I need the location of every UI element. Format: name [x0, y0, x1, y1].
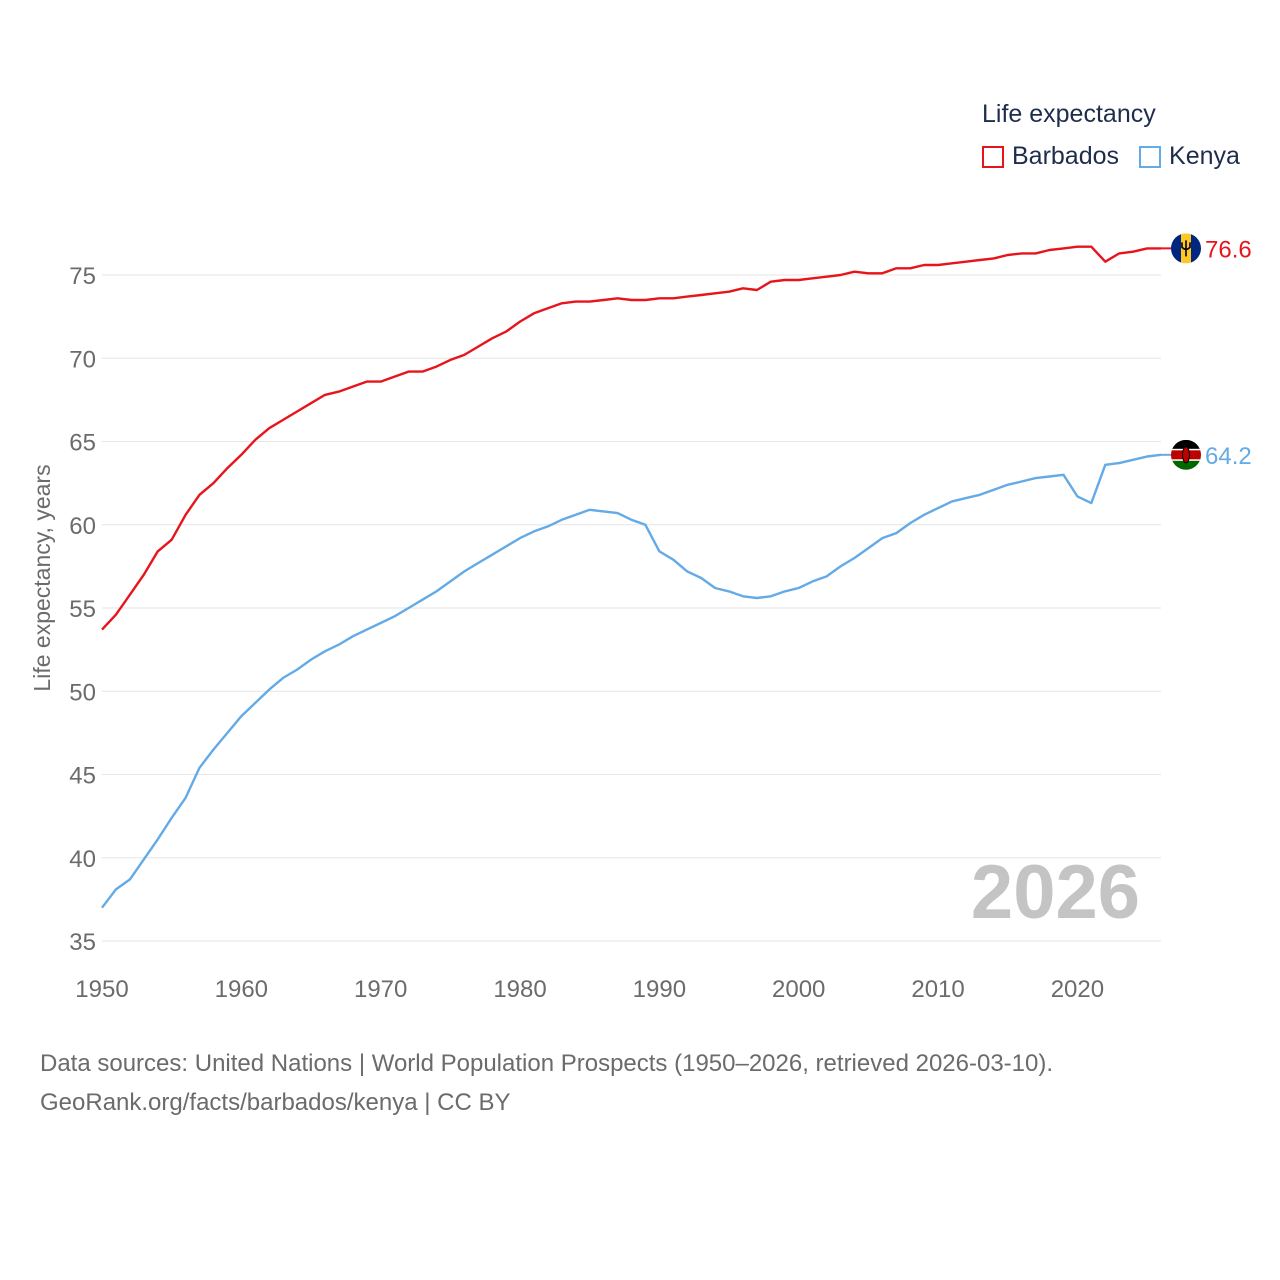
end-markers: 76.6 64.2	[1161, 233, 1252, 470]
flag-body-kenya	[1171, 439, 1201, 470]
flag-band	[1171, 233, 1181, 264]
y-tick-70: 70	[69, 346, 96, 373]
y-tick-labels: 35 40 45 50 55 60 65 70 75	[69, 263, 96, 956]
series-lines	[101, 245, 1162, 909]
y-tick-35: 35	[69, 929, 96, 956]
x-tick-1970: 1970	[354, 976, 407, 1003]
legend-item-kenya[interactable]: Kenya	[1139, 142, 1240, 171]
x-tick-1950: 1950	[75, 976, 128, 1003]
source-note: Data sources: United Nations | World Pop…	[40, 1044, 1053, 1122]
series-line-kenya	[101, 453, 1162, 909]
year-watermark: 2026	[971, 850, 1140, 935]
legend-title: Life expectancy	[982, 100, 1156, 128]
x-tick-1990: 1990	[633, 976, 686, 1003]
source-line-2[interactable]: GeoRank.org/facts/barbados/kenya | CC BY	[40, 1089, 511, 1116]
y-tick-60: 60	[69, 513, 96, 540]
source-line-1: Data sources: United Nations | World Pop…	[40, 1050, 1054, 1077]
legend: Barbados Kenya	[982, 142, 1260, 171]
y-tick-65: 65	[69, 430, 96, 457]
y-tick-55: 55	[69, 596, 96, 623]
x-tick-2010: 2010	[911, 976, 964, 1003]
end-label-barbados: 76.6	[1205, 236, 1252, 263]
legend-label-barbados: Barbados	[1012, 142, 1120, 170]
barbados-flag-icon	[1171, 233, 1201, 264]
x-tick-2020: 2020	[1051, 976, 1104, 1003]
y-tick-45: 45	[69, 763, 96, 790]
y-tick-50: 50	[69, 679, 96, 706]
y-tick-75: 75	[69, 263, 96, 290]
flag-band	[1171, 459, 1201, 470]
trident-icon	[1181, 240, 1191, 257]
legend-item-barbados[interactable]: Barbados	[982, 142, 1119, 171]
shield-icon	[1182, 446, 1190, 464]
y-tick-40: 40	[69, 846, 96, 873]
series-line-barbados	[101, 245, 1161, 631]
kenya-flag-icon	[1171, 439, 1201, 470]
grid-lines	[102, 274, 1161, 942]
flag-band	[1191, 233, 1201, 264]
x-tick-2000: 2000	[772, 976, 825, 1003]
x-tick-labels: 1950 1960 1970 1980 1990 2000 2010 2020	[75, 976, 1104, 1003]
legend-label-kenya: Kenya	[1169, 142, 1240, 170]
x-tick-1980: 1980	[493, 976, 546, 1003]
flag-band	[1171, 439, 1201, 450]
legend-swatch-barbados	[982, 145, 1004, 168]
legend-swatch-kenya	[1139, 145, 1162, 168]
y-axis-label: Life expectancy, years	[29, 464, 55, 691]
x-tick-1960: 1960	[215, 976, 268, 1003]
flag-body-barbados	[1171, 233, 1201, 264]
end-label-kenya: 64.2	[1205, 443, 1252, 470]
